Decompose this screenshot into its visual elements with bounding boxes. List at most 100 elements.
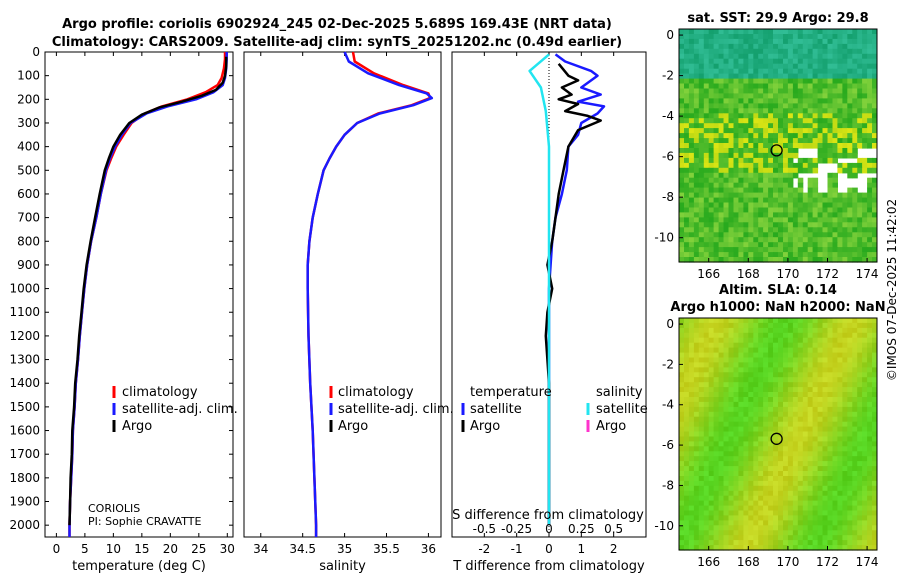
map-cell bbox=[679, 505, 685, 512]
map-cell bbox=[847, 510, 853, 516]
map-cell bbox=[733, 212, 739, 218]
series-line-argo bbox=[68, 56, 228, 526]
map-cell bbox=[733, 525, 739, 531]
map-cell bbox=[783, 88, 789, 95]
map-cell bbox=[688, 172, 695, 179]
map-cell bbox=[728, 540, 734, 546]
map-cell bbox=[713, 485, 720, 492]
map-cell bbox=[817, 202, 824, 209]
map-cell bbox=[827, 480, 833, 487]
map-cell bbox=[872, 202, 878, 209]
map-cell bbox=[792, 53, 799, 60]
map-cell bbox=[842, 426, 848, 433]
map-cell bbox=[787, 520, 794, 526]
map-cell bbox=[847, 53, 853, 60]
map-cell bbox=[723, 43, 729, 50]
map-cell bbox=[718, 476, 725, 482]
map-cell bbox=[802, 157, 809, 164]
map-cell bbox=[684, 172, 690, 179]
map-cell bbox=[743, 480, 749, 487]
map-cell bbox=[748, 242, 754, 248]
map-cell bbox=[773, 88, 779, 95]
map-cell bbox=[817, 58, 824, 65]
map-cell bbox=[728, 515, 734, 521]
map-cell bbox=[748, 387, 754, 393]
map-cell bbox=[827, 53, 833, 60]
map-cell bbox=[837, 192, 843, 199]
map-cell bbox=[822, 242, 828, 248]
map-cell bbox=[693, 162, 700, 169]
map-cell bbox=[827, 520, 833, 526]
map-cell bbox=[679, 545, 685, 551]
map-cell bbox=[718, 456, 725, 462]
map-cell bbox=[812, 157, 819, 164]
map-cell bbox=[822, 347, 828, 354]
map-cell bbox=[807, 480, 814, 487]
map-cell bbox=[872, 192, 878, 199]
map-cell bbox=[679, 232, 685, 238]
map-cell bbox=[748, 372, 754, 378]
map-cell bbox=[867, 113, 873, 119]
map-cell bbox=[783, 247, 789, 253]
y-tick-label: 800 bbox=[17, 234, 40, 248]
map-cell bbox=[728, 58, 734, 65]
map-cell bbox=[827, 476, 833, 482]
map-cell bbox=[693, 318, 700, 324]
map-cell bbox=[872, 157, 878, 164]
map-cell bbox=[703, 232, 710, 238]
map-cell bbox=[748, 148, 754, 154]
map-cell bbox=[693, 392, 700, 398]
map-cell bbox=[783, 416, 789, 423]
map-cell bbox=[857, 118, 863, 124]
map-cell bbox=[847, 88, 853, 95]
map-cell bbox=[763, 510, 769, 516]
map-cell bbox=[713, 187, 720, 194]
map-cell bbox=[787, 133, 794, 139]
map-cell bbox=[753, 232, 759, 238]
map-cell bbox=[743, 485, 749, 492]
map-cell bbox=[827, 490, 833, 497]
map-cell bbox=[787, 128, 794, 134]
map-cell bbox=[797, 53, 804, 60]
map-cell bbox=[862, 227, 868, 233]
map-cell bbox=[733, 471, 739, 477]
map-cell bbox=[748, 495, 754, 502]
map-cell bbox=[787, 162, 794, 169]
map-cell bbox=[723, 540, 729, 546]
map-cell bbox=[783, 192, 789, 199]
map-cell bbox=[852, 207, 858, 214]
map-cell bbox=[748, 247, 754, 253]
x-tick-label: 20 bbox=[163, 542, 178, 556]
map-cell bbox=[708, 93, 715, 99]
map-cell bbox=[847, 232, 853, 238]
map-cell bbox=[852, 525, 858, 531]
map-cell bbox=[758, 347, 764, 354]
map-cell bbox=[792, 476, 799, 482]
map-cell bbox=[758, 426, 764, 433]
map-cell bbox=[822, 192, 828, 199]
y-tick-label: 200 bbox=[17, 92, 40, 106]
map-cell bbox=[743, 362, 749, 368]
map-cell bbox=[832, 535, 838, 541]
map-cell bbox=[688, 68, 695, 75]
map-cell bbox=[713, 456, 720, 462]
map-cell bbox=[837, 362, 843, 368]
map-cell bbox=[832, 78, 838, 85]
map-cell bbox=[723, 108, 729, 114]
map-cell bbox=[812, 318, 819, 324]
map-cell bbox=[783, 29, 789, 35]
map-cell bbox=[792, 322, 799, 329]
map-cell bbox=[857, 461, 863, 467]
y-tick-label: 900 bbox=[17, 258, 40, 272]
map-cell bbox=[852, 495, 858, 502]
map-cell bbox=[753, 461, 759, 467]
map-cell bbox=[758, 83, 764, 90]
map-cell bbox=[862, 480, 868, 487]
map-cell bbox=[728, 128, 734, 134]
map-cell bbox=[852, 232, 858, 238]
map-cell bbox=[753, 242, 759, 248]
map-cell bbox=[698, 78, 705, 85]
map-cell bbox=[753, 167, 759, 174]
map-cell bbox=[842, 88, 848, 95]
map-cell bbox=[792, 505, 799, 512]
